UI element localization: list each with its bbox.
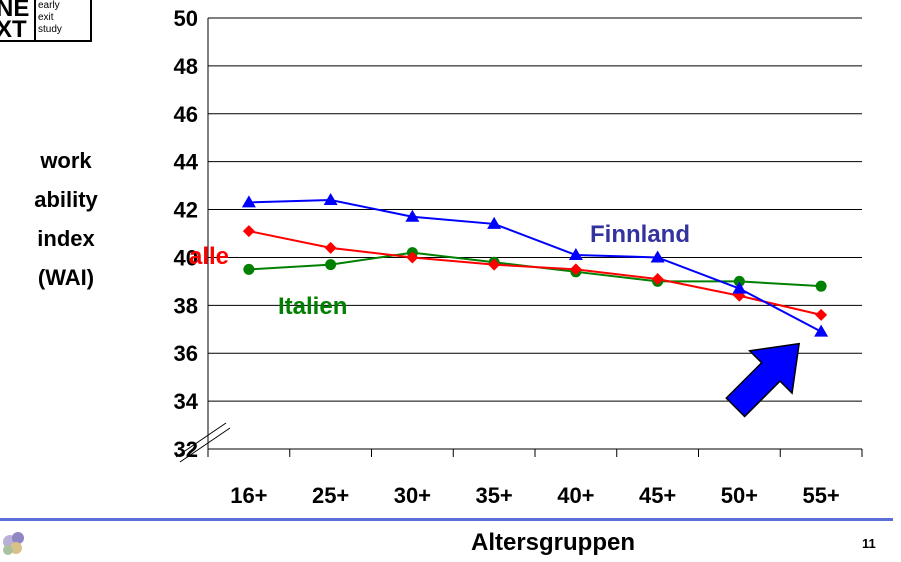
point-finnland	[487, 216, 502, 229]
chart-series	[241, 192, 829, 337]
y-tick-label: 48	[174, 54, 198, 79]
point-alle	[651, 272, 664, 285]
x-tick-label: 55+	[802, 483, 839, 508]
chart-gridlines	[208, 17, 862, 402]
y-axis-title-line: (WAI)	[38, 265, 94, 290]
y-tick-label: 50	[174, 6, 198, 31]
x-axis-title: Altersgruppen	[471, 529, 635, 556]
point-finnland	[323, 192, 338, 205]
x-tick-label: 50+	[721, 483, 758, 508]
logo-text-top: NE	[0, 0, 30, 22]
x-tick-label: 45+	[639, 483, 676, 508]
point-alle	[242, 225, 255, 238]
y-tick-label: 36	[174, 341, 198, 366]
series-line-finnland	[248, 198, 822, 333]
chart-axes	[175, 18, 863, 463]
y-axis-title-line: ability	[34, 187, 98, 212]
logo-word-study: study	[38, 24, 62, 35]
x-tick-labels: 16+ 25+ 30+ 35+ 40+ 45+ 50+ 55+	[230, 483, 840, 508]
point-italien	[243, 263, 255, 275]
logo: NE XT early exit study	[0, 0, 92, 42]
logo-word-early: early	[38, 0, 60, 11]
y-tick-label: 38	[174, 293, 198, 318]
bottom-rule	[0, 518, 893, 521]
y-tick-labels: 32 34 36 38 40 42 44 46 48 50	[174, 6, 199, 462]
logo-text-bottom: XT	[0, 16, 27, 42]
axis-break-mark	[175, 422, 227, 458]
point-italien	[325, 259, 337, 271]
page-number: 11	[862, 536, 876, 551]
point-alle	[324, 241, 337, 254]
point-alle	[569, 263, 582, 276]
point-finnland	[814, 324, 829, 337]
series-line-alle	[248, 230, 822, 316]
point-finnland	[650, 250, 665, 263]
logo-word-exit: exit	[38, 12, 54, 23]
point-alle	[406, 251, 419, 264]
y-axis-title-line: index	[37, 226, 95, 251]
y-tick-label: 40	[174, 245, 198, 270]
arrow-icon	[725, 342, 801, 418]
y-tick-label: 46	[174, 102, 198, 127]
point-finnland	[732, 281, 747, 294]
series-label-finnland: Finnland	[590, 221, 690, 248]
logo-divider	[34, 0, 36, 40]
point-italien	[815, 280, 827, 292]
series-label-alle: alle	[189, 243, 229, 270]
point-alle	[815, 308, 828, 321]
x-tick-label: 30+	[394, 483, 431, 508]
flower-icon	[3, 532, 24, 555]
y-tick-label: 32	[174, 437, 198, 462]
y-tick-label: 42	[174, 198, 198, 223]
x-tick-label: 40+	[557, 483, 594, 508]
y-axis-title-line: work	[39, 148, 92, 173]
y-tick-label: 44	[174, 150, 199, 175]
point-finnland	[568, 248, 583, 261]
point-italien	[733, 275, 745, 287]
x-tick-label: 35+	[475, 483, 512, 508]
point-finnland	[241, 195, 256, 208]
point-alle	[488, 258, 501, 271]
x-tick-label: 16+	[230, 483, 267, 508]
point-finnland	[405, 209, 420, 222]
axis-break-mark	[179, 427, 231, 463]
chart-labels: work ability index (WAI) Altersgruppen alle Fi…	[34, 148, 801, 556]
series-label-italien: Italien	[278, 293, 347, 320]
y-tick-label: 34	[174, 389, 199, 414]
x-tick-label: 25+	[312, 483, 349, 508]
